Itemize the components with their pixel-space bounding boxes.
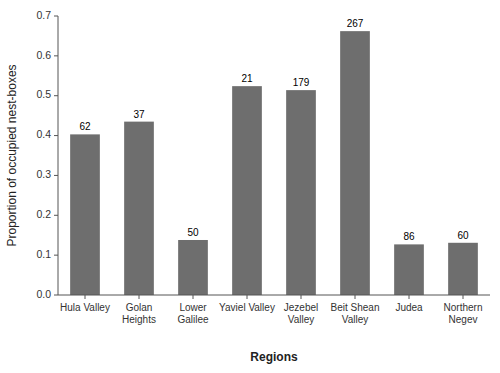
x-tick bbox=[409, 295, 410, 299]
x-tick-label-line: Hula Valley bbox=[60, 302, 110, 313]
bar bbox=[394, 244, 424, 295]
x-tick-label-line: Judea bbox=[395, 302, 423, 313]
x-tick bbox=[85, 295, 86, 299]
count-labels: 62 37 50 21 179 267 86 60 bbox=[79, 18, 469, 242]
y-tick-label: 0.7 bbox=[36, 9, 51, 21]
x-tick-label: Judea bbox=[395, 302, 423, 313]
bar bbox=[340, 31, 370, 295]
y-tick-label: 0.0 bbox=[36, 288, 51, 300]
x-tick bbox=[463, 295, 464, 299]
y-tick-label: 0.5 bbox=[36, 88, 51, 100]
x-tick-label-line: Heights bbox=[122, 314, 156, 325]
bar bbox=[286, 90, 316, 295]
bar bbox=[232, 86, 262, 295]
x-axis-line bbox=[58, 295, 490, 296]
x-tick bbox=[247, 295, 248, 299]
count-label: 60 bbox=[457, 230, 469, 241]
x-tick-label: NorthernNegev bbox=[444, 302, 483, 325]
x-axis-title: Regions bbox=[250, 350, 298, 364]
x-tick-label: LowerGalilee bbox=[177, 302, 209, 325]
background bbox=[0, 0, 500, 373]
bar bbox=[448, 243, 478, 295]
y-tick-label: 0.6 bbox=[36, 49, 51, 61]
x-tick-label-line: Northern bbox=[444, 302, 483, 313]
y-tick-label: 0.4 bbox=[36, 128, 51, 140]
x-tick bbox=[139, 295, 140, 299]
x-tick-label-line: Lower bbox=[179, 302, 207, 313]
count-label: 21 bbox=[241, 73, 253, 84]
x-tick bbox=[301, 295, 302, 299]
x-tick-label-line: Negev bbox=[449, 314, 478, 325]
y-tick bbox=[54, 295, 58, 296]
x-axis: Hula Valley GolanHeights LowerGalilee Yavie… bbox=[60, 295, 482, 325]
x-tick-label: Beit SheanValley bbox=[331, 302, 380, 325]
x-tick bbox=[355, 295, 356, 299]
count-label: 62 bbox=[79, 121, 91, 132]
y-axis-title: Proportion of occupied nest-boxes bbox=[5, 64, 19, 246]
y-tick-label: 0.2 bbox=[36, 208, 51, 220]
x-tick-label-line: Beit Shean bbox=[331, 302, 380, 313]
count-label: 267 bbox=[347, 18, 364, 29]
count-label: 50 bbox=[187, 227, 199, 238]
x-tick-label: GolanHeights bbox=[122, 302, 156, 325]
bar bbox=[178, 240, 208, 295]
x-tick-label: Hula Valley bbox=[60, 302, 110, 313]
x-tick-label-line: Galilee bbox=[177, 314, 209, 325]
y-tick-label: 0.3 bbox=[36, 168, 51, 180]
y-tick bbox=[54, 255, 58, 256]
count-label: 37 bbox=[133, 109, 145, 120]
chart-container: 0.0 0.1 0.2 0.3 0.4 0.5 0.6 0.7 62 37 50 21 179 267 86… bbox=[0, 0, 500, 373]
count-label: 86 bbox=[403, 231, 415, 242]
y-tick bbox=[54, 95, 58, 96]
y-axis-line bbox=[58, 16, 59, 295]
x-tick bbox=[193, 295, 194, 299]
x-tick-label-line: Valley bbox=[342, 314, 369, 325]
bar bbox=[124, 122, 154, 295]
chart-svg: 0.0 0.1 0.2 0.3 0.4 0.5 0.6 0.7 62 37 50 21 179 267 86… bbox=[0, 0, 500, 373]
bar bbox=[70, 134, 100, 295]
count-label: 179 bbox=[293, 77, 310, 88]
y-tick bbox=[54, 215, 58, 216]
bars bbox=[70, 31, 478, 295]
x-tick-label: Yaviel Valley bbox=[219, 302, 275, 313]
y-tick bbox=[54, 16, 58, 17]
x-tick-label-line: Jezebel bbox=[284, 302, 318, 313]
y-tick bbox=[54, 135, 58, 136]
y-tick bbox=[54, 175, 58, 176]
y-tick-label: 0.1 bbox=[36, 248, 51, 260]
x-tick-label: JezebelValley bbox=[284, 302, 318, 325]
x-tick-label-line: Golan bbox=[126, 302, 153, 313]
y-axis: 0.0 0.1 0.2 0.3 0.4 0.5 0.6 0.7 bbox=[36, 9, 58, 300]
x-tick-label-line: Yaviel Valley bbox=[219, 302, 275, 313]
x-tick-label-line: Valley bbox=[288, 314, 315, 325]
y-tick bbox=[54, 55, 58, 56]
